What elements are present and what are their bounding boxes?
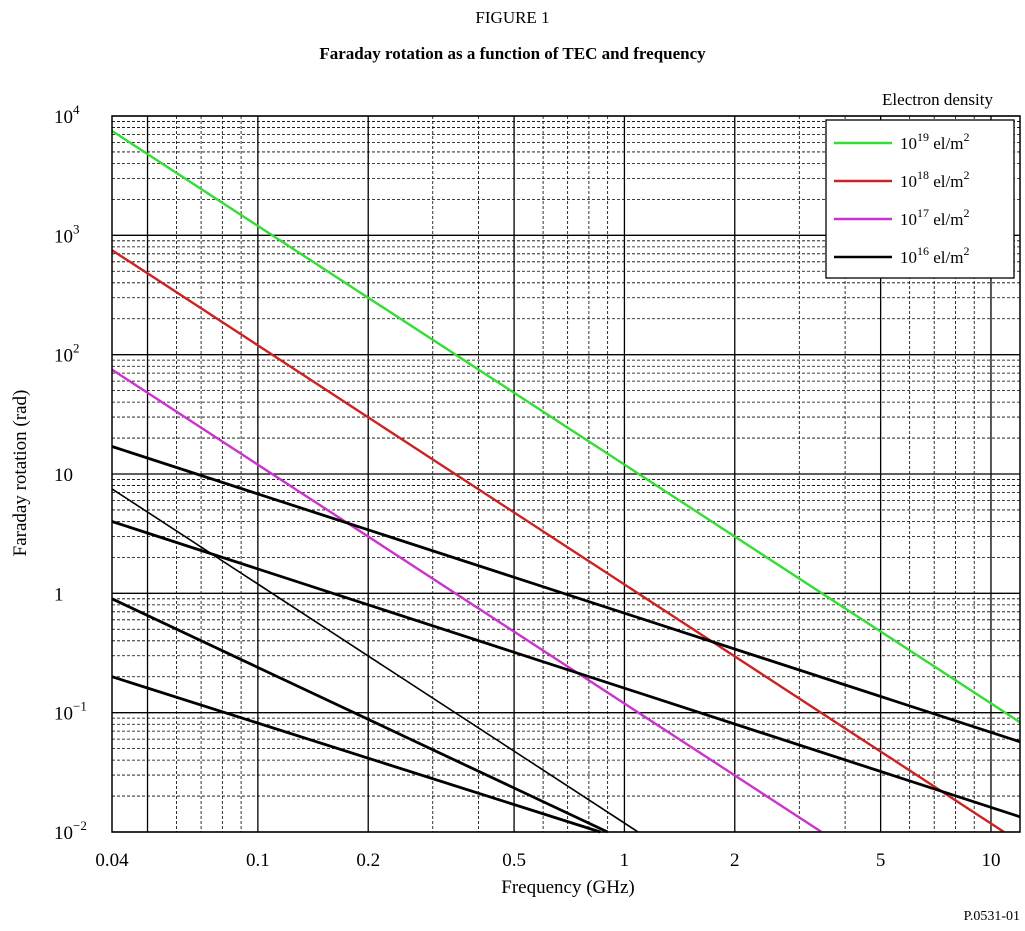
x-tick-label: 5 [876,850,886,871]
series-line [111,368,823,834]
legend-entry-label: 1016 el/m2 [900,244,969,267]
x-tick-label: 0.2 [356,850,380,871]
y-tick-label: 10 [54,465,73,486]
tick-labels: 0.04 0.1 0.2 0.5 1 2 5 10 10−2 10−1 1 10 102 103 104 [54,102,1000,871]
plot-frame [111,115,1021,833]
x-tick-label: 1 [620,850,630,871]
legend-entry-label: 1017 el/m2 [900,206,969,229]
y-tick-label: 102 [54,341,80,367]
figure-label: FIGURE 1 [475,8,550,27]
x-tick-label: 2 [730,850,740,871]
series-line [111,445,1021,744]
y-tick-label: 10−2 [54,818,87,844]
y-tick-label: 1 [54,584,64,605]
figure-reference: P.0531-01 [964,909,1020,924]
series-line [111,249,1005,834]
y-tick-label: 10−1 [54,699,87,725]
legend-entry-label: 1018 el/m2 [900,168,969,191]
x-tick-label: 10 [981,850,1000,871]
x-tick-label: 0.5 [502,850,526,871]
x-tick-label: 0.1 [246,850,270,871]
legend-title: Electron density [882,90,993,109]
series-line [111,520,1021,819]
legend: Electron density 1019 el/m2 1018 el/m2 1017… [825,90,1015,279]
series-line [111,129,1021,724]
legend-entry-label: 1019 el/m2 [900,130,969,153]
series-lines [111,129,1021,834]
series-line [111,488,639,833]
series-line [111,675,601,834]
x-tick-label: 0.04 [95,850,129,871]
x-axis-title: Frequency (GHz) [501,877,634,898]
legend-box [825,119,1015,279]
y-tick-label: 103 [54,221,80,247]
figure-title: Faraday rotation as a function of TEC an… [319,44,706,63]
y-tick-label: 104 [54,102,80,128]
y-axis-title: Faraday rotation (rad) [10,390,31,557]
series-line [111,597,609,834]
